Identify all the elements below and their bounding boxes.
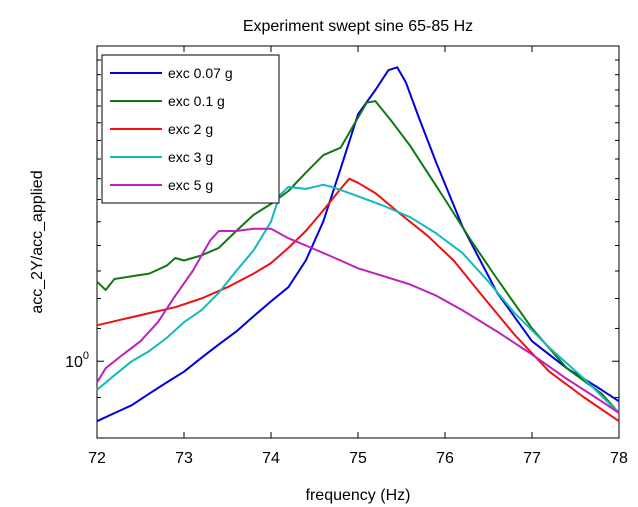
series-line-3 bbox=[96, 177, 620, 423]
x-tick-label: 72 bbox=[88, 450, 106, 467]
legend-label-1: exc 0.07 g bbox=[168, 65, 233, 81]
series-line-4 bbox=[96, 183, 620, 414]
x-axis-label: frequency (Hz) bbox=[306, 487, 411, 504]
legend-label-4: exc 3 g bbox=[168, 149, 213, 165]
x-tick-label: 74 bbox=[262, 450, 280, 467]
legend-label-5: exc 5 g bbox=[168, 177, 213, 193]
x-axis: 72 73 74 75 76 77 78 bbox=[88, 46, 628, 467]
x-tick-label: 75 bbox=[349, 450, 367, 467]
legend-label-2: exc 0.1 g bbox=[168, 93, 225, 109]
series-line-2 bbox=[96, 100, 620, 414]
chart-title: Experiment swept sine 65-85 Hz bbox=[243, 18, 473, 35]
legend-label-3: exc 2 g bbox=[168, 121, 213, 137]
y-tick-label: 100 bbox=[65, 350, 89, 371]
y-axis: 100 bbox=[65, 45, 619, 439]
series-line-1 bbox=[96, 66, 620, 423]
x-tick-label: 78 bbox=[610, 450, 628, 467]
series-line-5 bbox=[96, 227, 620, 414]
y-axis-label: acc_2Y/acc_applied bbox=[29, 170, 46, 313]
series-layer bbox=[96, 66, 620, 423]
x-tick-label: 73 bbox=[175, 450, 193, 467]
x-tick-label: 76 bbox=[436, 450, 454, 467]
legend: exc 0.07 g exc 0.1 g exc 2 g exc 3 g exc 5 g bbox=[101, 54, 280, 204]
x-tick-label: 77 bbox=[523, 450, 541, 467]
